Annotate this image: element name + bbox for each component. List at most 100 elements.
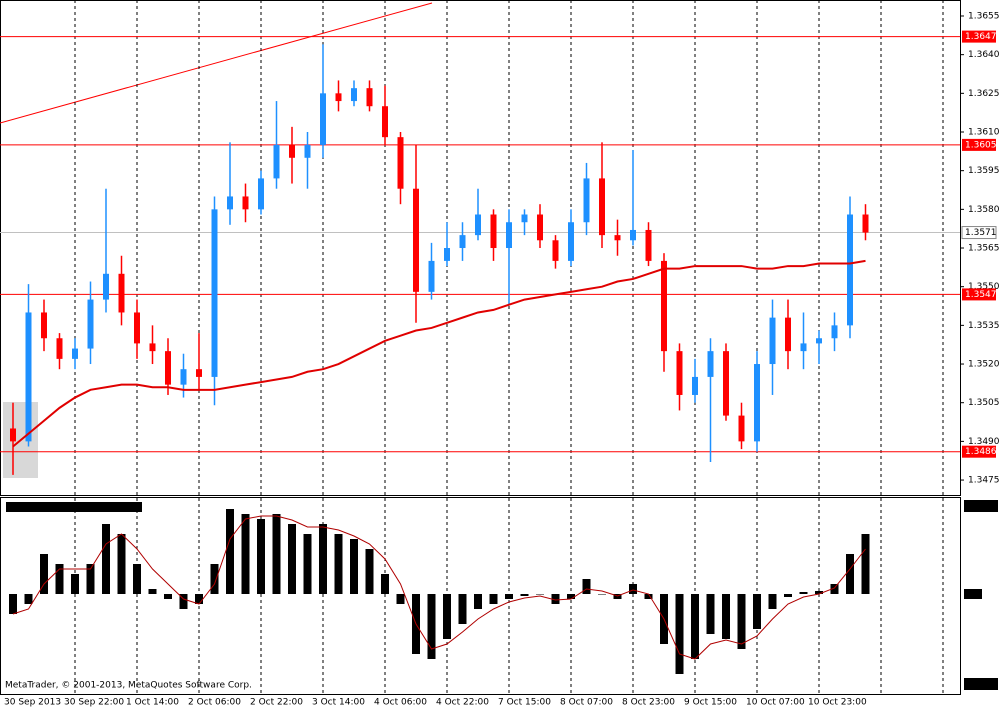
macd-bar (133, 564, 141, 594)
candle-body (227, 196, 233, 210)
candle-body (537, 214, 543, 241)
candle-body (645, 229, 652, 261)
macd-bar (830, 584, 839, 594)
macd-bar (272, 514, 281, 594)
candle-body (583, 178, 590, 223)
candle-body (707, 351, 714, 377)
current-price-box (961, 226, 997, 240)
macd-bar (319, 524, 327, 594)
candle-body (630, 229, 636, 241)
level-label-box (962, 30, 996, 43)
x-tick-label: 8 Oct 07:00 (560, 698, 613, 708)
candle-body (552, 240, 559, 261)
indicator-scale-redacted (964, 589, 982, 599)
macd-bar (768, 594, 777, 609)
candle-body (366, 88, 373, 107)
candle-body (521, 214, 528, 223)
candle-body (444, 248, 450, 261)
macd-bar (179, 594, 188, 609)
macd-bar (55, 564, 64, 594)
indicator-scale-redacted (964, 500, 998, 512)
candle-body (103, 273, 109, 300)
macd-bar (536, 594, 544, 595)
candle-body (397, 137, 404, 189)
candle-body (568, 222, 574, 261)
current-price-label: 1.3571 (965, 228, 997, 238)
candle-body (351, 88, 357, 102)
y-tick-label: 1.3475 (968, 476, 1000, 486)
level-label-box (962, 288, 996, 301)
macd-bar (288, 524, 296, 594)
candle-body (10, 428, 16, 442)
candle-body (273, 144, 280, 179)
y-tick-label: 1.3640 (968, 50, 1000, 60)
candle-body (723, 351, 729, 416)
candle-body (459, 235, 466, 249)
macd-bar (861, 534, 870, 594)
macd-bar (474, 594, 482, 609)
candle-body (118, 273, 125, 313)
macd-bar (40, 554, 48, 594)
level-label: 1.3547 (965, 290, 997, 300)
level-label: 1.3605 (965, 140, 997, 150)
macd-bar (458, 594, 467, 624)
x-tick-label: 2 Oct 22:00 (250, 698, 303, 708)
y-tick-label: 1.3520 (968, 360, 1000, 370)
x-tick-label: 3 Oct 14:00 (312, 698, 365, 708)
macd-bar (505, 594, 513, 599)
candle-body (149, 343, 156, 352)
indicator-pane-frame (0, 497, 961, 695)
y-tick-label: 1.3490 (968, 437, 1000, 447)
macd-bar (148, 589, 157, 594)
macd-bar (722, 594, 730, 639)
x-tick-label: 7 Oct 15:00 (498, 698, 551, 708)
macd-bar (489, 594, 498, 604)
macd-bar (381, 574, 389, 594)
macd-bar (582, 579, 591, 594)
candle-body (847, 214, 853, 326)
candle-body (87, 299, 94, 349)
candle-body (25, 312, 32, 442)
candle-body (506, 222, 512, 249)
candle-body (56, 338, 63, 359)
candle-body (599, 178, 605, 236)
y-tick-label: 1.3610 (968, 128, 1000, 138)
candle-body (738, 415, 745, 442)
candle-body (211, 209, 218, 377)
y-tick-label: 1.3625 (968, 89, 1000, 99)
macd-bar (675, 594, 684, 674)
macd-bar (396, 594, 405, 604)
candle-body (862, 214, 869, 233)
x-tick-label: 30 Sep 22:00 (64, 698, 124, 708)
macd-bar (303, 534, 312, 594)
signal-line (12, 515, 866, 660)
candle-body (800, 343, 807, 352)
candle-body (242, 196, 249, 210)
macd-bar (241, 514, 250, 594)
x-tick-label: 4 Oct 22:00 (436, 698, 489, 708)
candle-body (785, 317, 791, 352)
candle-body (180, 369, 187, 385)
macd-bar (86, 564, 95, 594)
macd-bar (9, 594, 17, 614)
candle-body (831, 325, 838, 339)
candle-body (382, 106, 388, 138)
macd-bar (551, 594, 560, 604)
indicator-label-redacted (6, 502, 142, 512)
x-tick-label: 1 Oct 14:00 (126, 698, 179, 708)
x-tick-label: 8 Oct 23:00 (622, 698, 675, 708)
macd-bar (520, 594, 529, 596)
y-tick-label: 1.3505 (968, 398, 1000, 408)
candle-body (258, 178, 264, 210)
moving-average (12, 259, 866, 448)
level-label-box (962, 138, 996, 151)
macd-bar (737, 594, 746, 649)
y-tick-label: 1.3655 (968, 11, 1000, 21)
macd-bar (164, 594, 172, 599)
macd-bar (71, 574, 79, 594)
candle-body (816, 338, 822, 344)
macd-bar (629, 584, 637, 594)
